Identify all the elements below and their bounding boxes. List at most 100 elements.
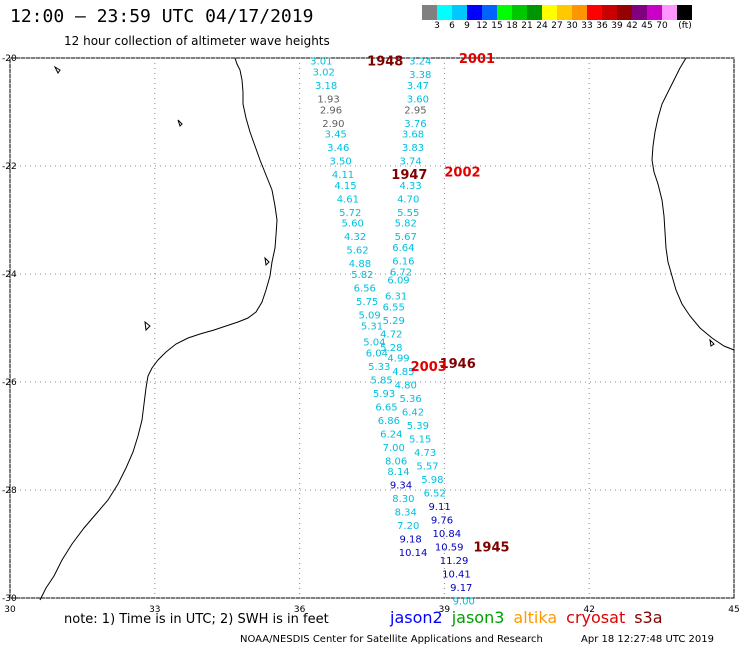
colorbar-swatch [677,5,692,20]
wave-height-value: 3.47 [407,81,429,92]
lon-tick-label: 33 [149,605,160,615]
wave-height-value: 6.65 [375,402,397,413]
lat-tick-label: -30 [2,594,17,604]
legend-altika: altika [513,608,558,627]
colorbar-label: (ft) [678,21,692,31]
wave-height-value: 4.33 [399,181,421,192]
lon-tick-label: 39 [439,605,451,615]
wave-height-value: 4.73 [414,448,436,459]
lat-tick-label: -22 [2,162,17,172]
wave-height-value: 3.46 [327,143,349,154]
wave-height-value: 5.62 [346,246,368,257]
colorbar-label: 36 [596,21,608,31]
pass-label: 1946 [440,357,476,372]
wave-height-value: 9.34 [390,481,412,492]
wave-height-value: 11.29 [440,556,469,567]
graticule: 30 33 36 39 42 45 -20 -22 -24 -26 -28 -30 [2,54,740,615]
wave-height-value: 3.68 [402,130,424,141]
wave-height-value: 3.24 [409,57,431,68]
colorbar-swatch [647,5,662,20]
pass-label: 1948 [367,55,403,70]
wave-height-value: 3.02 [313,68,335,79]
wave-height-value: 3.74 [399,157,421,168]
wave-height-value: 5.85 [371,375,393,386]
colorbar-swatch [557,5,572,20]
wave-height-value: 5.09 [358,311,380,322]
colorbar-label: 3 [434,21,440,31]
colorbar-swatch [662,5,677,20]
colorbar-swatch [422,5,437,20]
colorbar-labels: 3 6 9 12 15 18 21 24 27 30 33 36 39 42 45 70 (ft) [422,21,740,35]
wave-height-value: 2.96 [320,105,342,116]
lat-tick-label: -24 [2,270,17,280]
colorbar-swatch [452,5,467,20]
wave-height-value: 6.24 [380,429,402,440]
colorbar-swatch [572,5,587,20]
wave-height-value: 5.98 [421,475,443,486]
wave-height-value: 5.36 [399,394,421,405]
wave-height-value: 5.55 [397,208,419,219]
wave-height-value: 5.29 [383,316,405,327]
satellite-legend: jason2 jason3 altika cryosat s3a [390,608,672,627]
colorbar-swatch [482,5,497,20]
pass-label: 2003 [411,360,447,375]
legend-cryosat: cryosat [566,608,626,627]
wave-height-value: 5.28 [380,343,402,354]
colorbar-label: 24 [536,21,548,31]
wave-height-value: 9.11 [428,502,450,513]
colorbar-swatch [527,5,542,20]
wave-height-value: 8.14 [387,467,409,478]
wave-height-value: 9.17 [450,583,472,594]
wave-height-value: 6.31 [385,292,407,303]
wave-height-value: 6.56 [354,284,376,295]
colorbar-swatch [587,5,602,20]
wave-height-value: 4.72 [380,329,402,340]
colorbar-swatch [467,5,482,20]
colorbar-label: 39 [611,21,623,31]
lon-tick-label: 42 [583,605,594,615]
wave-height-value: 1.93 [317,95,339,106]
coastline-africa [39,57,278,601]
wave-height-value: 9.18 [399,535,421,546]
altimeter-tracks: 3.013.02 3.18 1.932.96 2.903.45 3.46 3.50 4.11… [310,57,475,608]
pass-label: 2001 [459,52,495,67]
colorbar-label: 27 [551,21,563,31]
wave-height-value: 7.20 [397,521,419,532]
wave-height-value: 4.85 [392,367,414,378]
colorbar-label: 6 [449,21,455,31]
lon-tick-label: 45 [728,605,739,615]
wave-height-value: 6.72 [390,267,412,278]
pass-label: 2002 [444,165,480,180]
wave-height-value: 5.31 [361,321,383,332]
wave-height-value: 8.06 [385,456,407,467]
wave-height-value: 3.50 [329,157,351,168]
island-2 [177,119,183,127]
colorbar-label: 42 [626,21,638,31]
wave-height-value: 6.09 [387,275,409,286]
generated-timestamp: Apr 18 12:27:48 UTC 2019 [581,634,714,645]
footer-note: note: 1) Time is in UTC; 2) SWH is in fe… [64,612,329,627]
wave-height-value: 10.41 [442,570,471,581]
colorbar-label: 9 [464,21,470,31]
island-1 [53,65,61,74]
wave-height-value: 4.70 [397,194,419,205]
wave-height-value: 5.67 [395,232,417,243]
wave-height-value: 6.86 [378,416,400,427]
wave-height-value: 5.82 [395,219,417,230]
wave-height-value: 5.82 [351,270,373,281]
colorbar-swatch [632,5,647,20]
pass-label: 1947 [391,168,427,183]
island-3 [264,256,270,267]
pass-label: 1945 [473,541,509,556]
wave-height-value: 6.52 [424,489,446,500]
wave-height-value: 6.42 [402,408,424,419]
credit-line: NOAA/NESDIS Center for Satellite Applica… [240,634,543,645]
wave-height-value: 9.76 [431,516,453,527]
colorbar-swatch [512,5,527,20]
wave-height-value: 4.99 [387,354,409,365]
lon-tick-label: 30 [4,605,16,615]
wave-height-value: 3.60 [407,95,429,106]
colorbar-swatch [497,5,512,20]
wave-height-colorbar [422,5,692,20]
